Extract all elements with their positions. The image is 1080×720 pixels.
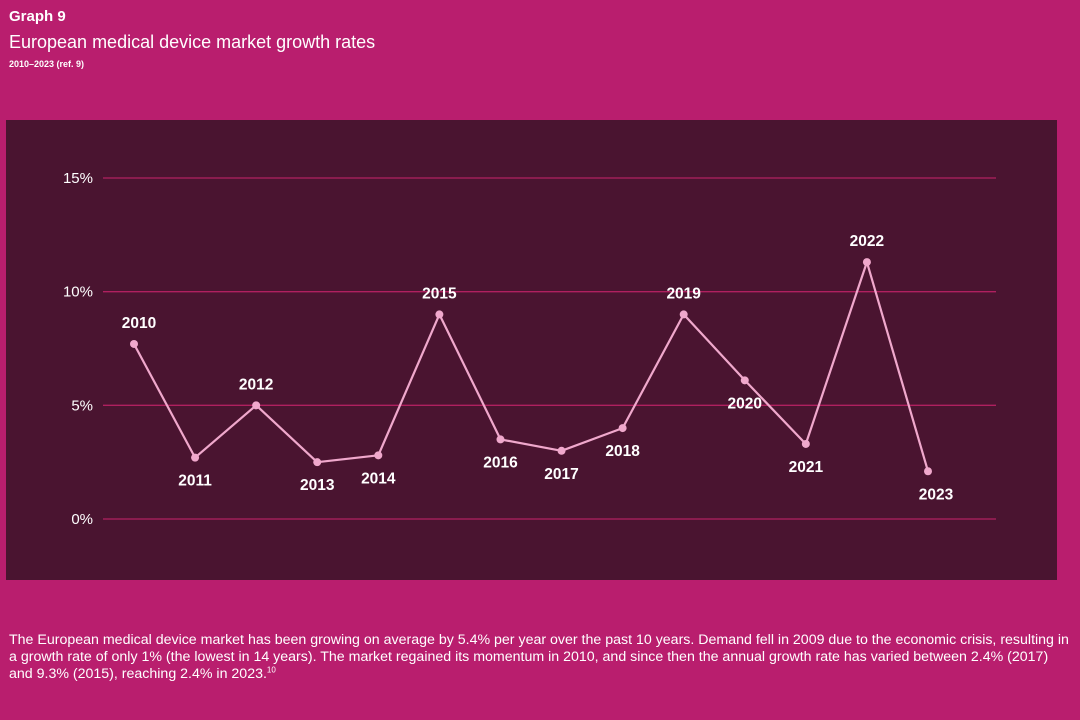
footnote-marker: 10 — [266, 665, 276, 675]
x-category-label: 2012 — [239, 376, 273, 393]
chart-caption: The European medical device market has b… — [9, 632, 1071, 683]
data-point — [618, 424, 627, 433]
chart-subtitle: 2010–2023 (ref. 9) — [9, 59, 85, 69]
data-point — [374, 451, 383, 460]
y-tick-label: 5% — [71, 397, 93, 414]
x-category-label: 2011 — [178, 473, 212, 490]
data-point — [191, 453, 200, 462]
caption-text: The European medical device market has b… — [9, 632, 1069, 682]
data-point — [130, 339, 138, 348]
data-point — [801, 439, 810, 448]
y-tick-label: 0% — [71, 511, 93, 528]
data-point — [435, 310, 444, 319]
data-point — [313, 458, 322, 467]
chart-panel: 0% 5% 10% 15% 2010 2011 2012 2013 2014 2015 2016 20… — [6, 120, 1057, 580]
x-category-label: 2023 — [919, 486, 954, 503]
data-point — [740, 376, 749, 385]
x-category-label: 2020 — [728, 395, 762, 412]
data-point — [496, 435, 505, 444]
series-line — [133, 261, 930, 472]
graph-number-label: Graph 9 — [9, 8, 66, 25]
data-point — [862, 258, 871, 267]
x-category-label: 2013 — [300, 477, 335, 494]
x-category-label: 2018 — [605, 443, 640, 460]
y-tick-label: 15% — [63, 170, 93, 187]
data-point — [252, 401, 261, 410]
x-category-label: 2022 — [850, 233, 884, 250]
x-category-label: 2017 — [544, 466, 578, 483]
x-category-label: 2016 — [483, 454, 518, 471]
x-category-label: 2010 — [122, 315, 156, 332]
data-point — [557, 446, 566, 455]
y-tick-label: 10% — [63, 284, 93, 301]
chart-title: European medical device market growth ra… — [9, 32, 376, 52]
x-category-label: 2021 — [789, 459, 824, 476]
x-category-label: 2014 — [361, 470, 396, 487]
x-category-label: 2015 — [422, 285, 457, 302]
data-point — [924, 467, 932, 476]
x-category-label: 2019 — [666, 285, 701, 302]
line-chart: 0% 5% 10% 15% 2010 2011 2012 2013 2014 2015 2016 20… — [63, 170, 996, 528]
data-point — [679, 310, 688, 319]
